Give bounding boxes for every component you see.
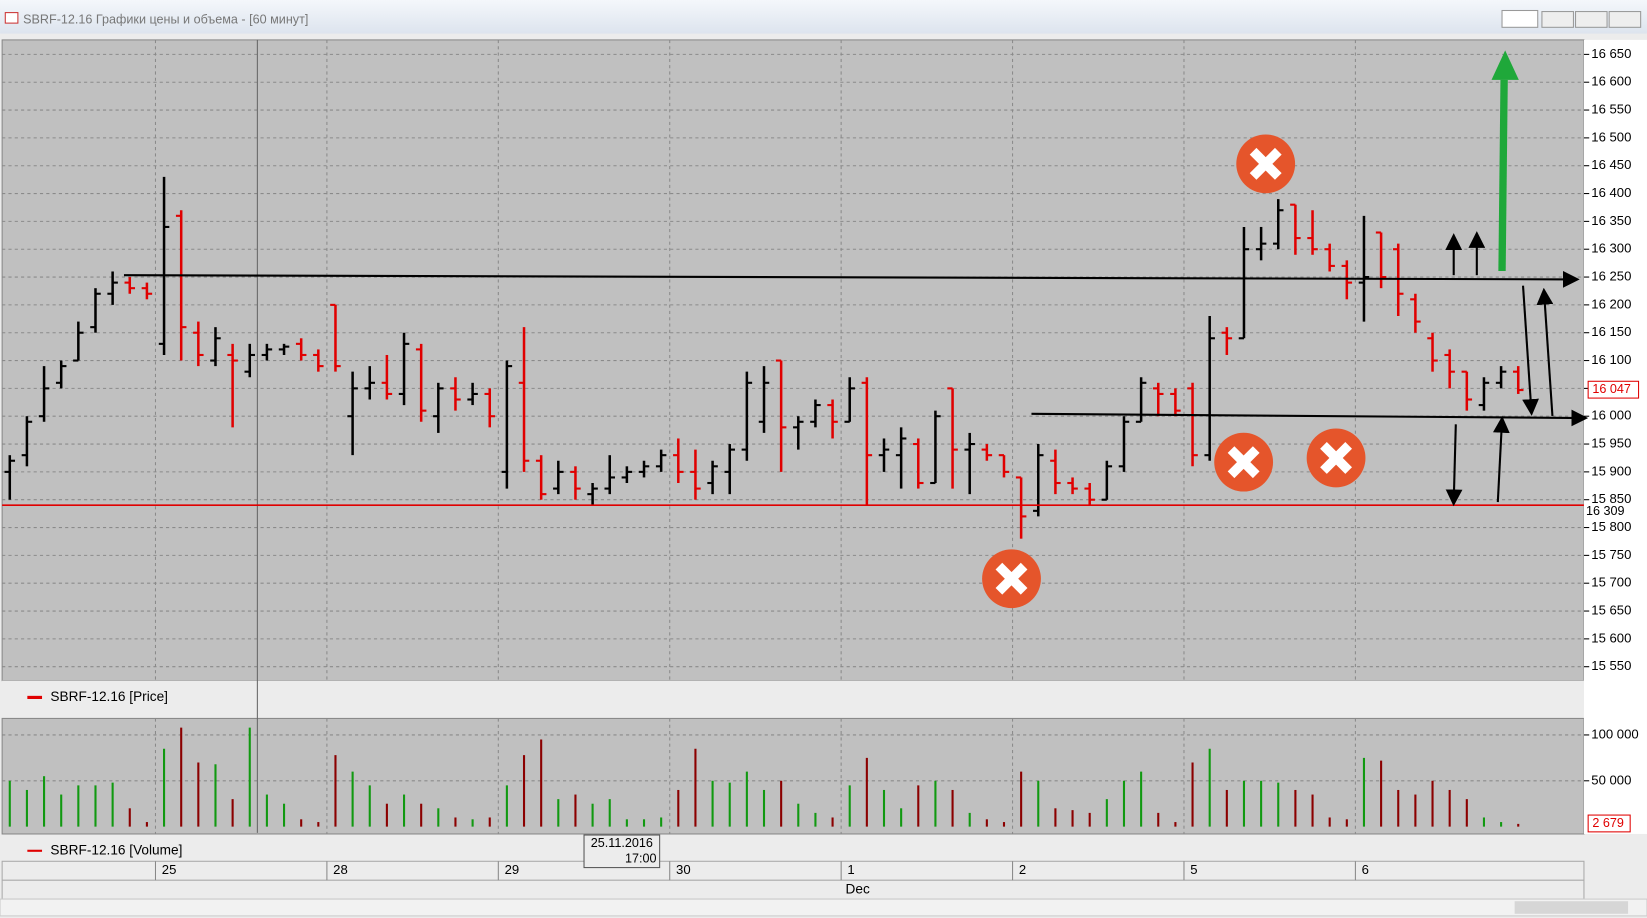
x-tick-label: 30 bbox=[676, 862, 691, 877]
y-tick-label: 16 400 bbox=[1591, 185, 1631, 200]
title-bar bbox=[0, 0, 1647, 34]
maximize-button[interactable] bbox=[1575, 11, 1608, 28]
last-price-box bbox=[1587, 380, 1640, 399]
last-volume-box bbox=[1587, 814, 1631, 833]
y-tick-label: 50 000 bbox=[1591, 772, 1631, 787]
volume-panel bbox=[1, 717, 1585, 835]
app-icon bbox=[4, 12, 19, 24]
x-tick-label: 25 bbox=[162, 862, 177, 877]
green-arrow bbox=[1498, 79, 1508, 272]
y-tick-label: 15 550 bbox=[1591, 658, 1631, 673]
price-legend-row bbox=[2, 680, 1584, 713]
line-label: 16 309 bbox=[1586, 504, 1625, 518]
scrollbar[interactable] bbox=[0, 898, 1647, 917]
x-tick-label: 6 bbox=[1362, 862, 1369, 877]
y-tick-label: 16 200 bbox=[1591, 296, 1631, 311]
pin-button[interactable] bbox=[1501, 9, 1539, 28]
x-tick-label: 1 bbox=[847, 862, 854, 877]
close-button[interactable] bbox=[1608, 11, 1642, 28]
green-arrow-head bbox=[1491, 50, 1519, 80]
resistance-line bbox=[123, 270, 1580, 288]
x-marker bbox=[1306, 428, 1366, 488]
x-marker bbox=[982, 549, 1041, 609]
crosshair-time: 17:00 bbox=[625, 852, 657, 866]
y-tick-label: 16 500 bbox=[1591, 129, 1631, 144]
x-marker bbox=[1214, 432, 1274, 492]
y-tick-label: 16 100 bbox=[1591, 352, 1631, 367]
volume-legend: SBRF-12.16 [Volume] bbox=[50, 842, 182, 857]
x-tick-label: 29 bbox=[505, 862, 520, 877]
y-tick-label: 15 850 bbox=[1591, 491, 1631, 506]
crosshair-tooltip bbox=[583, 834, 661, 869]
y-tick-label: 16 550 bbox=[1591, 102, 1631, 117]
y-tick-label: 16 600 bbox=[1591, 74, 1631, 89]
plot-layer: 15 550 15 600 15 650 15 700 15 750 15 800 15 8… bbox=[2, 39, 1639, 881]
annotations bbox=[123, 231, 1589, 507]
arrow bbox=[1445, 424, 1463, 507]
y-tick-label: 16 450 bbox=[1591, 157, 1631, 172]
arrow bbox=[1521, 285, 1539, 416]
y-tick-label: 16 250 bbox=[1591, 269, 1631, 284]
y-tick-label: 15 900 bbox=[1591, 463, 1631, 478]
minimize-button[interactable] bbox=[1541, 11, 1574, 28]
y-tick-label: 15 750 bbox=[1591, 547, 1631, 562]
month-label: Dec bbox=[846, 881, 870, 896]
y-tick-label: 15 650 bbox=[1591, 603, 1631, 618]
y-tick-label: 15 700 bbox=[1591, 575, 1631, 590]
line-label-box bbox=[1583, 504, 1637, 519]
x-marker bbox=[1236, 134, 1296, 194]
x-tick-label: 28 bbox=[333, 862, 348, 877]
x-tick-label: 5 bbox=[1190, 862, 1197, 877]
support-line bbox=[1031, 409, 1589, 427]
y-tick-label: 15 950 bbox=[1591, 436, 1631, 451]
price-legend: SBRF-12.16 [Price] bbox=[50, 689, 168, 704]
y-tick-label: 16 000 bbox=[1591, 408, 1631, 423]
x-tick-label: 2 bbox=[1019, 862, 1026, 877]
y-tick-label: 15 600 bbox=[1591, 630, 1631, 645]
y-tick-label: 15 800 bbox=[1591, 519, 1631, 534]
crosshair-date: 25.11.2016 bbox=[591, 836, 653, 850]
y-tick-label: 16 150 bbox=[1591, 324, 1631, 339]
axis-area bbox=[1583, 39, 1647, 834]
y-tick-label: 16 300 bbox=[1591, 241, 1631, 256]
last-price-label: 16 047 bbox=[1592, 382, 1631, 396]
x-markers bbox=[982, 134, 1366, 609]
arrow bbox=[1492, 415, 1510, 503]
window-title: SBRF-12.16 Графики цены и объема - [60 м… bbox=[23, 12, 308, 26]
last-volume-label: 2 679 bbox=[1592, 816, 1624, 830]
y-tick-label: 16 650 bbox=[1591, 46, 1631, 61]
arrow bbox=[1536, 287, 1554, 417]
scroll-thumb[interactable] bbox=[1514, 901, 1629, 914]
y-tick-label: 16 350 bbox=[1591, 213, 1631, 228]
y-tick-label: 100 000 bbox=[1591, 726, 1638, 741]
